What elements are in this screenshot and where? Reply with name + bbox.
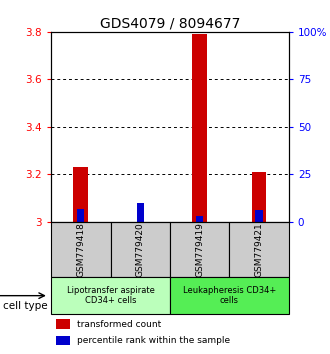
- Bar: [229, 222, 289, 277]
- Bar: [170, 277, 289, 314]
- Text: transformed count: transformed count: [77, 320, 162, 329]
- Bar: [51, 222, 111, 277]
- Bar: [73, 167, 88, 222]
- Bar: [251, 172, 267, 222]
- Bar: [51, 277, 170, 314]
- Bar: [137, 203, 144, 222]
- Bar: [111, 222, 170, 277]
- Bar: [255, 211, 263, 222]
- Text: GSM779419: GSM779419: [195, 222, 204, 277]
- Text: GSM779421: GSM779421: [254, 222, 264, 277]
- Text: cell type: cell type: [3, 301, 48, 311]
- Bar: [56, 319, 70, 329]
- Title: GDS4079 / 8094677: GDS4079 / 8094677: [100, 17, 240, 31]
- Bar: [170, 222, 229, 277]
- Text: Leukapheresis CD34+
cells: Leukapheresis CD34+ cells: [183, 286, 276, 306]
- Bar: [192, 34, 207, 222]
- Bar: [77, 209, 84, 222]
- Text: GSM779420: GSM779420: [136, 222, 145, 277]
- Bar: [56, 336, 70, 345]
- Bar: [196, 216, 203, 222]
- Text: Lipotransfer aspirate
CD34+ cells: Lipotransfer aspirate CD34+ cells: [67, 286, 154, 306]
- Text: percentile rank within the sample: percentile rank within the sample: [77, 336, 230, 345]
- Text: GSM779418: GSM779418: [76, 222, 85, 277]
